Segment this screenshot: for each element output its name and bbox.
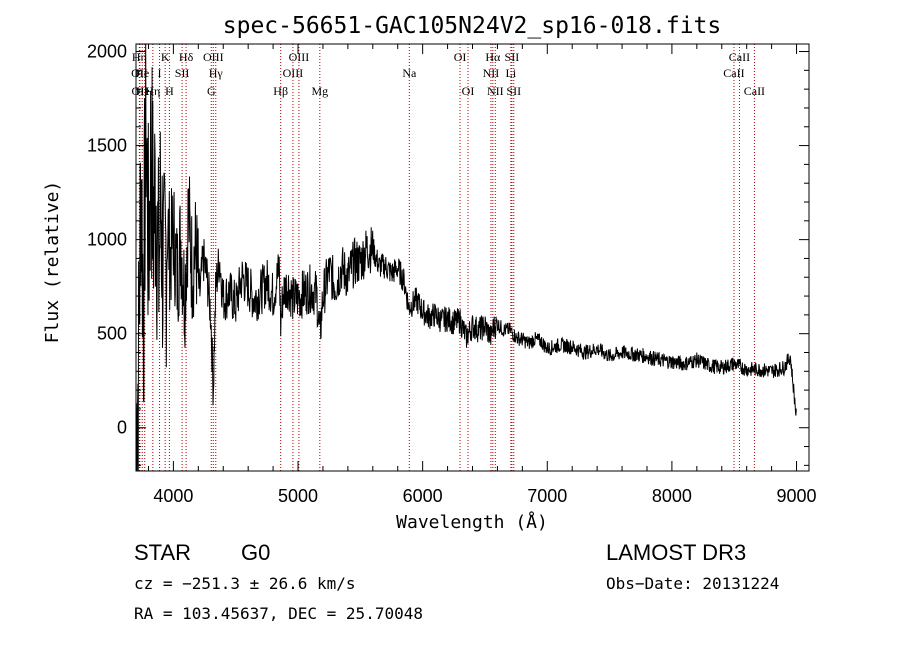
line-label: CaII — [744, 84, 765, 98]
line-label: Li — [506, 66, 517, 80]
line-label: Hβ — [273, 84, 288, 98]
spectral-line-markers — [138, 44, 755, 471]
line-label: Hη — [132, 50, 147, 64]
line-label: HeI — [136, 84, 154, 98]
y-axis-ticks: 0 500 1000 1500 2000 — [87, 42, 809, 466]
line-label: H — [165, 84, 174, 98]
line-label: G — [207, 84, 216, 98]
line-label: OIII — [203, 50, 224, 64]
x-tick-label: 5000 — [278, 486, 318, 506]
line-label: OI — [454, 50, 467, 64]
ra-dec: RA = 103.45637, DEC = 25.70048 — [134, 604, 423, 623]
x-tick-label: 7000 — [527, 486, 567, 506]
y-tick-label: 0 — [117, 418, 127, 438]
line-label: OIII — [289, 50, 310, 64]
y-tick-label: 1500 — [87, 136, 127, 156]
line-label: OII — [131, 66, 148, 80]
y-axis-label: Flux (relative) — [42, 181, 63, 344]
line-label: SII — [505, 50, 520, 64]
redshift-velocity: cz = −251.3 ± 26.6 km/s — [134, 574, 356, 593]
line-label: He — [135, 66, 149, 80]
spectrum-line — [135, 43, 797, 472]
line-label: SII — [175, 66, 190, 80]
line-label: NII — [483, 66, 500, 80]
survey-name: LAMOST DR3 — [606, 540, 747, 565]
spectral-line-labels: HηOIIOIIHeHeIHηIKHSIIHδGOIIIHγHβOIIIOIII… — [131, 50, 765, 98]
line-label: CaII — [729, 50, 750, 64]
object-subclass: G0 — [241, 540, 271, 565]
line-label: Mg — [311, 84, 328, 98]
x-axis-ticks: 4000 5000 6000 7000 8000 9000 — [147, 44, 817, 506]
line-label: NII — [487, 84, 504, 98]
line-label: OIII — [283, 66, 304, 80]
line-label: OI — [462, 84, 475, 98]
line-label: Na — [402, 66, 417, 80]
line-label: Hγ — [209, 66, 224, 80]
chart-title: spec-56651-GAC105N24V2_sp16-018.fits — [223, 13, 722, 39]
x-tick-label: 8000 — [652, 486, 692, 506]
y-tick-label: 500 — [97, 324, 127, 344]
plot-frame — [135, 43, 810, 472]
line-label: I — [158, 66, 162, 80]
observation-date: Obs−Date: 20131224 — [606, 574, 780, 593]
x-tick-label: 9000 — [777, 486, 817, 506]
line-label: K — [161, 50, 170, 64]
line-label: CaII — [723, 66, 744, 80]
x-axis-label: Wavelength (Å) — [396, 511, 548, 533]
y-tick-label: 1000 — [87, 230, 127, 250]
x-tick-label: 6000 — [403, 486, 443, 506]
line-label: SII — [506, 84, 521, 98]
object-class: STAR — [134, 540, 192, 565]
line-label: Hδ — [179, 50, 194, 64]
line-label: Hα — [485, 50, 501, 64]
x-tick-label: 4000 — [153, 486, 193, 506]
line-label: Hη — [145, 84, 160, 98]
y-tick-label: 2000 — [87, 42, 127, 62]
